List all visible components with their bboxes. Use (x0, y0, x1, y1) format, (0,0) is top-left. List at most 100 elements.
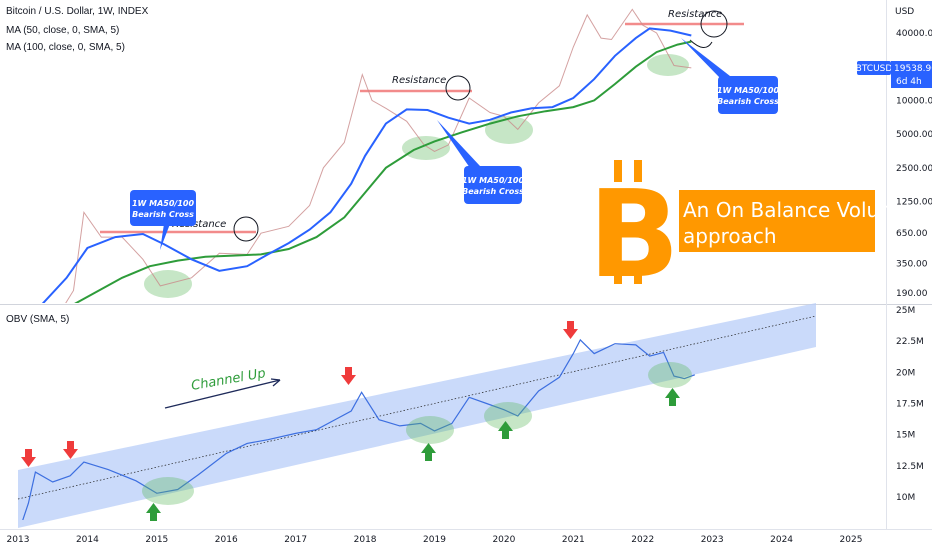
time-tick-label: 2015 (145, 535, 168, 545)
time-tick-label: 2013 (7, 535, 30, 545)
support-ellipse[interactable] (402, 136, 450, 160)
callout-pointer (681, 38, 730, 78)
up-arrows (146, 388, 680, 521)
last-price-box (891, 61, 932, 88)
projection-curve[interactable] (689, 39, 713, 48)
obv-support-ellipse[interactable] (648, 362, 692, 388)
bitcoin-logo-stroke (634, 160, 642, 182)
up-arrow[interactable] (498, 421, 513, 439)
callout-box (718, 76, 778, 114)
callout-line1: 1W MA50/100 (132, 199, 195, 208)
callout-line1: 1W MA50/100 (717, 86, 780, 95)
obv-support-ellipse[interactable] (406, 416, 454, 444)
symbol-badge-text: BTCUSD (856, 64, 893, 74)
resistance-test-circle[interactable] (233, 216, 259, 242)
callout-box (130, 190, 196, 226)
obv-tick-label: 12.5M (896, 462, 924, 472)
bearish-cross-callout-2018[interactable]: 1W MA50/100 Bearish Cross (437, 120, 524, 204)
time-tick-label: 2021 (562, 535, 585, 545)
price-tick-label: 650.00 (896, 229, 928, 239)
down-arrows (21, 321, 578, 467)
callout-box (464, 166, 522, 204)
resistance-test-circle[interactable] (700, 10, 728, 38)
obv-legend[interactable]: OBV (SMA, 5) (6, 314, 70, 325)
down-arrow[interactable] (21, 449, 36, 467)
bitcoin-logo: B (588, 160, 680, 305)
down-arrow[interactable] (63, 441, 78, 459)
obv-tick-label: 10M (896, 493, 915, 503)
bar-countdown: 6d 4h (896, 77, 922, 87)
bitcoin-logo-stroke (614, 160, 622, 182)
obv-tick-label: 22.5M (896, 337, 924, 347)
channel-up-label[interactable]: Channel Up (190, 366, 267, 394)
time-tick-label: 2025 (840, 535, 863, 545)
price-tick-label: 40000.00 (896, 29, 932, 39)
banner-line2: approach (683, 224, 777, 248)
time-tick-label: 2014 (76, 535, 99, 545)
price-tick-label: 5000.00 (896, 130, 932, 140)
callout-pointer (437, 120, 480, 168)
headline-banner[interactable]: An On Balance Volume approach (679, 190, 911, 252)
price-tick-label: 350.00 (896, 259, 928, 269)
callout-pointer (160, 224, 170, 250)
price-tick-label: 2500.00 (896, 164, 932, 174)
last-price-badge[interactable]: BTCUSD 19538.96 6d 4h (856, 61, 932, 88)
up-arrow[interactable] (421, 443, 436, 461)
banner-line1: An On Balance Volume (683, 198, 911, 222)
bitcoin-logo-glyph: B (588, 166, 679, 305)
price-axis[interactable]: USD 40000.0020000.0010000.005000.002500.… (895, 7, 932, 299)
price-tick-label: 190.00 (896, 289, 928, 299)
price-series[interactable] (11, 8, 692, 423)
ma50-series[interactable] (39, 27, 692, 307)
callout-line2: Bearish Cross (717, 97, 779, 106)
resistance-label[interactable]: Resistance (668, 9, 722, 20)
banner-background (679, 190, 875, 252)
up-arrow[interactable] (146, 503, 161, 521)
time-tick-label: 2023 (701, 535, 724, 545)
time-tick-label: 2017 (284, 535, 307, 545)
obv-tick-label: 25M (896, 306, 915, 316)
down-arrow[interactable] (563, 321, 578, 339)
bearish-cross-callout-2022[interactable]: 1W MA50/100 Bearish Cross (681, 38, 779, 114)
price-axis-currency: USD (895, 7, 914, 17)
obv-axis[interactable]: 25M 22.5M 20M 17.5M 15M 12.5M 10M (896, 306, 924, 503)
resistance-label[interactable]: Resistance (172, 219, 226, 230)
channel-up-band[interactable] (18, 303, 816, 528)
ma50-legend[interactable]: MA (50, close, 0, SMA, 5) (6, 25, 120, 36)
time-tick-label: 2016 (215, 535, 238, 545)
time-tick-label: 2022 (631, 535, 654, 545)
resistance-test-circle[interactable] (445, 75, 471, 101)
channel-up-arrowhead (270, 378, 281, 387)
down-arrow[interactable] (341, 367, 356, 385)
callout-line2: Bearish Cross (462, 187, 524, 196)
ma100-series[interactable] (74, 40, 692, 305)
obv-series[interactable] (18, 338, 696, 535)
channel-up-arrow[interactable] (164, 379, 281, 409)
callout-line1: 1W MA50/100 (462, 176, 525, 185)
price-tick-label: 1250.00 (896, 197, 932, 207)
obv-tick-label: 20M (896, 368, 915, 378)
support-ellipse[interactable] (647, 54, 689, 76)
time-axis[interactable]: 2013 2014 2015 2016 2017 2018 2019 2020 2021 2022… (7, 535, 863, 545)
support-ellipse[interactable] (485, 116, 533, 144)
obv-tick-label: 17.5M (896, 400, 924, 410)
symbol-badge (857, 61, 891, 75)
obv-support-ellipse[interactable] (142, 477, 194, 505)
bitcoin-logo-stroke (614, 262, 622, 284)
time-tick-label: 2024 (770, 535, 793, 545)
bearish-cross-callout-2014[interactable]: 1W MA50/100 Bearish Cross (130, 190, 196, 250)
ma100-legend[interactable]: MA (100, close, 0, SMA, 5) (6, 42, 125, 53)
time-tick-label: 2018 (354, 535, 377, 545)
up-arrow[interactable] (665, 388, 680, 406)
price-tick-label: 10000.00 (896, 96, 932, 106)
last-price-value: 19538.96 (894, 64, 932, 74)
time-tick-label: 2019 (423, 535, 446, 545)
bitcoin-logo-stroke (634, 262, 642, 284)
time-tick-label: 2020 (492, 535, 515, 545)
obv-tick-label: 15M (896, 431, 915, 441)
chart-title[interactable]: Bitcoin / U.S. Dollar, 1W, INDEX (6, 6, 149, 17)
resistance-label[interactable]: Resistance (392, 75, 446, 86)
callout-line2: Bearish Cross (132, 210, 194, 219)
obv-support-ellipse[interactable] (484, 402, 532, 430)
